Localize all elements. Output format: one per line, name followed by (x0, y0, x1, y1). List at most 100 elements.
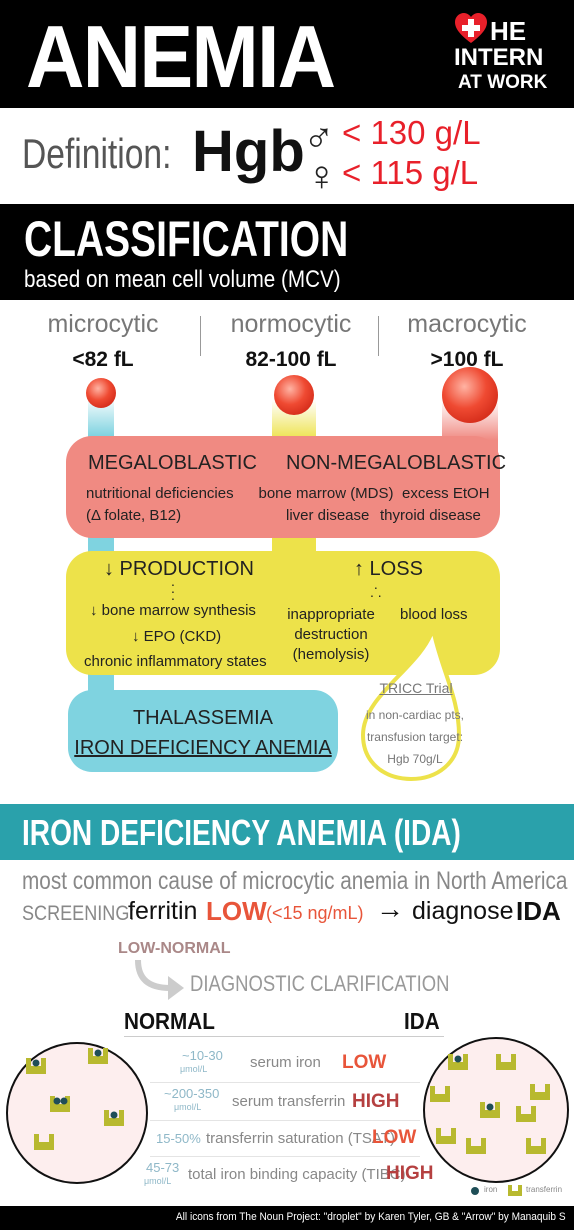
table-row: 45-73 μmol/L total iron binding capacity… (140, 1160, 434, 1194)
normal-label: NORMAL (124, 1008, 215, 1034)
small-cell-icon (86, 378, 116, 408)
normal-cell-diagram (6, 1042, 148, 1184)
legend-iron: iron (484, 1185, 498, 1194)
lab-result: LOW (372, 1127, 417, 1148)
tricc-line: in non-cardiac pts, (365, 708, 465, 722)
page-title: ANEMIA (26, 7, 336, 106)
range-unit: μmol/L (180, 1064, 208, 1074)
transferrin-icon (26, 1058, 46, 1074)
table-row: ~200-350 μmol/L serum transferrin HIGH (150, 1086, 420, 1121)
normal-range: 15-50% (156, 1131, 201, 1146)
ida-most-common: most common cause of microcytic anemia i… (22, 867, 568, 895)
transferrin-icon (526, 1138, 546, 1154)
production-item: chronic inflammatory states (84, 653, 267, 670)
transferrin-icon (466, 1138, 486, 1154)
nonmegaloblastic-item: thyroid disease (380, 507, 481, 524)
logo-line3: AT WORK (458, 72, 548, 93)
nonmegaloblastic-item: liver disease (286, 507, 370, 524)
lab-name: transferrin saturation (TSAT) (206, 1130, 395, 1147)
lab-result: LOW (342, 1052, 387, 1073)
loss-item: inappropriate (287, 606, 375, 623)
transferrin-icon (516, 1106, 536, 1122)
classification-subheading: based on mean cell volume (MCV) (24, 266, 341, 293)
column-macrocytic-range: >100 fL (430, 348, 504, 371)
macrocytic-box (66, 436, 500, 538)
ferritin-low: LOW (206, 896, 267, 926)
male-symbol: ♂ (303, 114, 335, 161)
lab-name: serum iron (250, 1054, 321, 1071)
logo-line2: INTERN (454, 44, 544, 71)
logo: HE INTERN AT WORK (450, 10, 565, 100)
arrow-icon: → (376, 893, 404, 924)
ida-band: IRON DEFICIENCY ANEMIA (IDA) (0, 804, 574, 860)
table-row: 15-50% transferrin saturation (TSAT) LOW (150, 1124, 420, 1157)
loss-item: blood loss (400, 606, 468, 623)
microcytic-box (68, 690, 338, 772)
connector-dots: .. . (370, 576, 382, 600)
screening-label: SCREENING: (22, 902, 135, 925)
column-normocytic-range: 82-100 fL (245, 348, 337, 371)
ferritin-word: ferritin (128, 897, 198, 925)
transferrin-icon (88, 1048, 108, 1064)
megaloblastic-line1: nutritional deficiencies (86, 485, 234, 502)
lab-result: HIGH (386, 1163, 434, 1184)
tricc-title: TRICC Trial (379, 680, 453, 696)
iron-deficiency-anemia-label: IRON DEFICIENCY ANEMIA (74, 737, 332, 759)
title-band: ANEMIA HE INTERN AT WORK (0, 0, 574, 108)
table-row: ~10-30 μmol/L serum iron LOW (150, 1048, 420, 1083)
low-normal-label: LOW-NORMAL (118, 940, 231, 957)
large-cell-icon (442, 367, 498, 423)
nonmegaloblastic-item: bone marrow (MDS) (258, 485, 394, 502)
production-heading: ↓ PRODUCTION (104, 558, 254, 580)
lab-result: HIGH (352, 1091, 400, 1112)
transferrin-icon (34, 1134, 54, 1150)
range-unit: μmol/L (144, 1176, 172, 1186)
legend: iron transferrin (470, 1184, 570, 1198)
classification-heading: CLASSIFICATION (24, 211, 349, 267)
female-symbol: ♀ (306, 152, 338, 199)
column-normocytic-name: normocytic (230, 310, 352, 338)
transferrin-icon (496, 1054, 516, 1070)
normal-range: ~200-350 (164, 1086, 220, 1101)
transferrin-icon (50, 1096, 70, 1112)
lab-name: total iron binding capacity (TIBC) (188, 1166, 406, 1183)
thalassemia-label: THALASSEMIA (132, 707, 274, 729)
transferrin-icon (436, 1128, 456, 1144)
column-divider (378, 316, 379, 356)
classification-band: CLASSIFICATION based on mean cell volume… (0, 204, 574, 300)
label-underline (124, 1036, 444, 1037)
male-threshold: < 130 g/L (342, 114, 481, 151)
transferrin-legend-icon (508, 1185, 522, 1196)
column-divider (200, 316, 201, 356)
column-microcytic-name: microcytic (47, 310, 159, 338)
ida-label: IDA (404, 1008, 440, 1034)
range-unit: μmol/L (174, 1102, 202, 1112)
definition-label: Definition: (22, 130, 172, 177)
tricc-line: Hgb 70g/L (387, 752, 443, 766)
diagnose-ida: IDA (516, 896, 561, 926)
loss-item: destruction (294, 626, 368, 643)
production-item: ↓ bone marrow synthesis (90, 602, 256, 619)
transferrin-icon (448, 1054, 468, 1070)
droplet-icon (360, 628, 462, 782)
loss-heading: ↑ LOSS (354, 558, 423, 580)
lab-name: serum transferrin (232, 1093, 346, 1110)
nonmegaloblastic-item: excess EtOH (402, 485, 490, 502)
transferrin-icon (530, 1084, 550, 1100)
tricc-line: transfusion target: (366, 730, 464, 744)
transferrin-icon (480, 1102, 500, 1118)
transferrin-icon (430, 1086, 450, 1102)
mcv-cells (86, 367, 498, 423)
normal-range: ~10-30 (182, 1048, 223, 1063)
footer-band: All icons from The Noun Project: "drople… (0, 1206, 574, 1230)
column-macrocytic-name: macrocytic (407, 310, 527, 338)
normal-range: 45-73 (146, 1160, 180, 1175)
footer-credits: All icons from The Noun Project: "drople… (176, 1211, 566, 1223)
nonmegaloblastic-heading: NON-MEGALOBLASTIC (286, 452, 507, 474)
loss-item: (hemolysis) (292, 646, 370, 663)
iron-legend-icon (471, 1187, 479, 1195)
diagnose-word: diagnose (412, 897, 514, 925)
definition-analyte: Hgb (192, 119, 305, 184)
ida-heading: IRON DEFICIENCY ANEMIA (IDA) (22, 812, 461, 853)
medium-cell-icon (274, 375, 314, 415)
